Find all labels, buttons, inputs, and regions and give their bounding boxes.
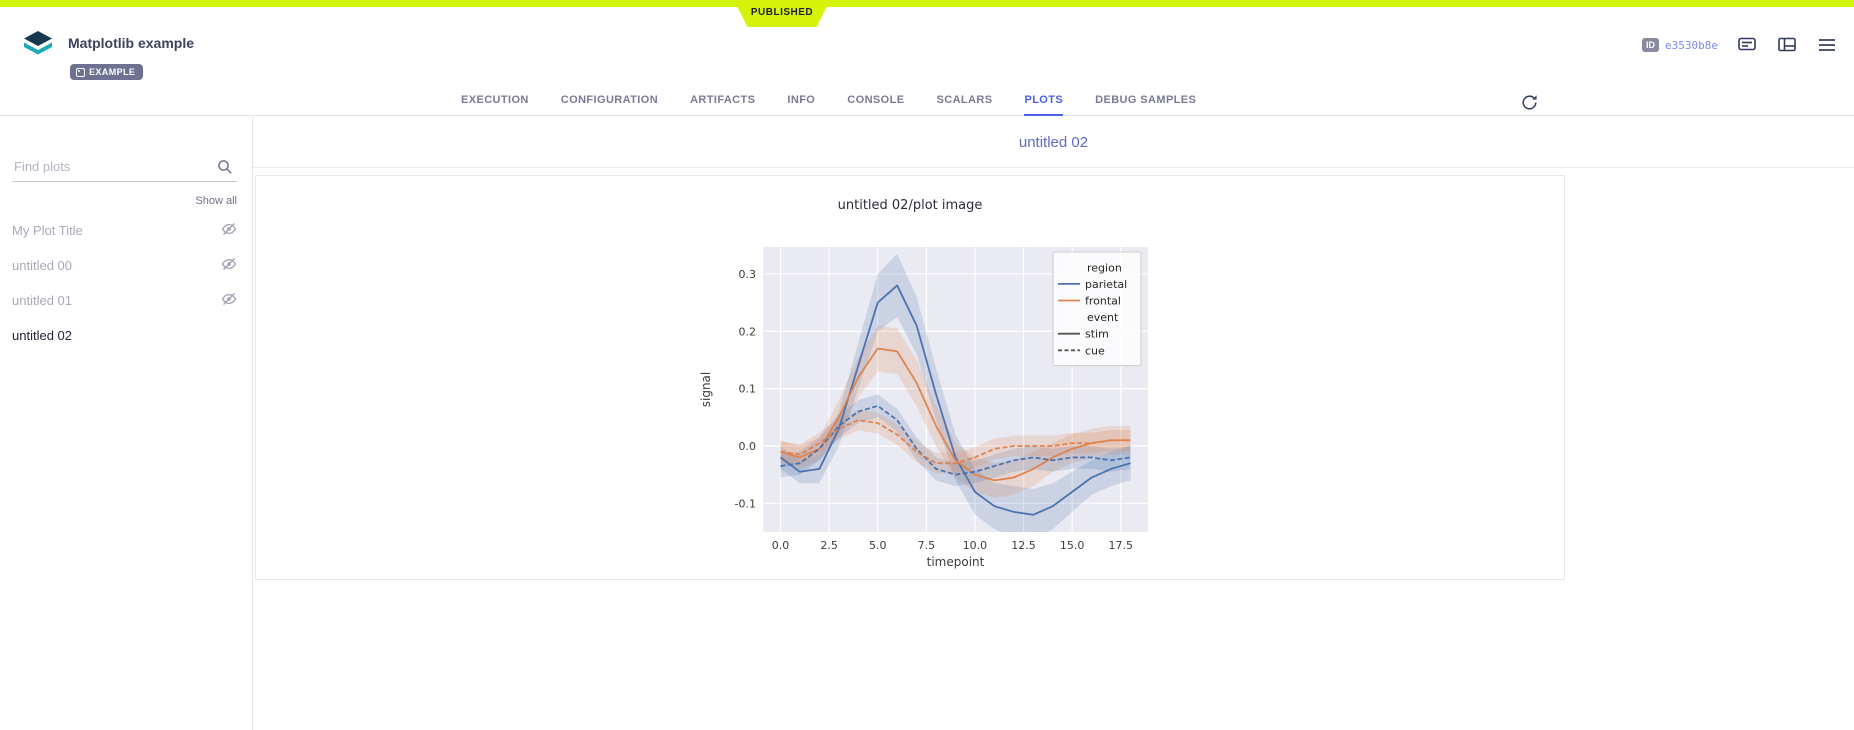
svg-text:0.2: 0.2 [739,325,757,338]
search-input[interactable] [12,153,212,181]
plot-figure[interactable]: 0.0 2.5 5.0 7.5 10.0 12.5 15.0 17.5 -0.1 0.0 0.1 0.… [690,217,1160,574]
svg-text:0.0: 0.0 [739,440,757,453]
plot-card: untitled 02/plot image 0.0 2.5 5.0 7.5 10.0 1… [255,175,1565,580]
svg-text:12.5: 12.5 [1011,539,1036,552]
plot-group-title: untitled 02 [1018,134,1089,151]
plot-title: untitled 02/plot image [837,198,983,213]
id-value[interactable]: e3530b8e [1665,38,1718,52]
plot-search [12,153,237,182]
published-badge: PUBLISHED [734,0,830,27]
layout-panel-icon[interactable] [1776,34,1798,56]
svg-text:5.0: 5.0 [869,539,887,552]
published-label: PUBLISHED [750,6,814,18]
tab-info[interactable]: INFO [787,94,816,106]
eye-off-icon[interactable] [221,257,237,274]
menu-icon[interactable] [1816,34,1838,56]
tab-execution[interactable]: EXECUTION [461,94,529,106]
tab-scalars[interactable]: SCALARS [936,94,993,106]
divider [253,167,1854,168]
plot-list-item[interactable]: My Plot Title [12,213,237,248]
svg-text:-0.1: -0.1 [735,497,756,510]
svg-text:signal: signal [699,372,713,408]
svg-text:timepoint: timepoint [927,555,985,569]
svg-text:0.0: 0.0 [772,539,790,552]
plot-item-label: untitled 00 [12,258,72,273]
app-logo-icon [20,29,56,66]
tab-configuration[interactable]: CONFIGURATION [560,94,659,106]
svg-text:parietal: parietal [1085,278,1127,291]
search-icon[interactable] [217,159,233,180]
show-all-link[interactable]: Show all [195,195,237,207]
published-strip [0,0,1854,7]
svg-text:frontal: frontal [1085,295,1121,308]
tab-console[interactable]: CONSOLE [847,94,905,106]
tab-artifacts[interactable]: ARTIFACTS [690,94,756,106]
svg-text:10.0: 10.0 [963,539,988,552]
svg-text:stim: stim [1085,328,1109,341]
plot-item-label: untitled 02 [12,328,72,343]
plot-list: My Plot Title untitled 00 [12,213,237,353]
tag-icon [76,67,85,77]
plots-sidebar: Show all My Plot Title untitled 00 [0,117,253,730]
svg-text:0.3: 0.3 [739,268,757,281]
comments-icon[interactable] [1736,34,1758,56]
eye-off-icon[interactable] [221,292,237,309]
tab-bar: EXECUTION CONFIGURATION ARTIFACTS INFO C… [0,90,1854,116]
svg-text:cue: cue [1085,344,1105,357]
svg-text:7.5: 7.5 [918,539,936,552]
svg-text:event: event [1087,311,1119,324]
svg-text:region: region [1087,261,1122,274]
svg-text:15.0: 15.0 [1060,539,1085,552]
plots-panel: untitled 02 untitled 02/plot image 0.0 2.… [253,117,1854,730]
svg-text:0.1: 0.1 [739,383,757,396]
auto-refresh-icon[interactable] [1520,93,1539,117]
svg-text:2.5: 2.5 [820,539,838,552]
plot-list-item[interactable]: untitled 00 [12,248,237,283]
eye-off-icon[interactable] [221,222,237,239]
tab-plots[interactable]: PLOTS [1024,90,1064,116]
tab-debug-samples[interactable]: DEBUG SAMPLES [1095,94,1197,106]
experiment-id-chip: ID e3530b8e [1642,38,1718,52]
header: Matplotlib example EXAMPLE ID e3530b8e [0,7,1854,90]
plot-item-label: My Plot Title [12,223,83,238]
example-badge: EXAMPLE [70,64,144,80]
plot-item-label: untitled 01 [12,293,72,308]
id-label: ID [1642,38,1660,52]
svg-text:17.5: 17.5 [1109,539,1134,552]
plot-list-item-selected[interactable]: untitled 02 [12,318,237,353]
plot-list-item[interactable]: untitled 01 [12,283,237,318]
example-badge-label: EXAMPLE [89,67,136,77]
experiment-title: Matplotlib example [68,35,195,51]
